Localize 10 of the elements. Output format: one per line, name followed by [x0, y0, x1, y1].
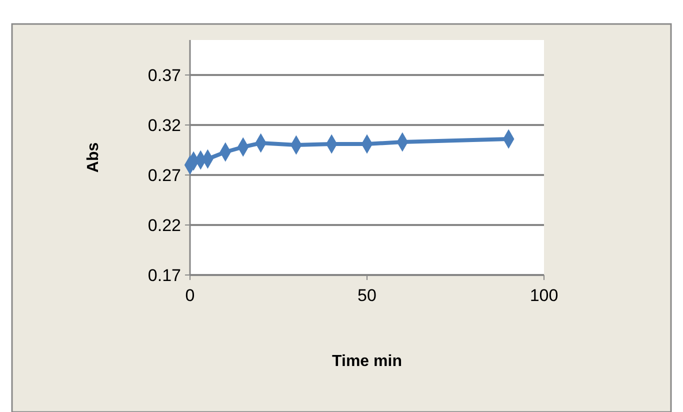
y-tick-label: 0.17 [148, 266, 181, 285]
x-tick-label: 0 [185, 286, 195, 305]
y-tick-label: 0.27 [148, 166, 181, 185]
x-tick-label: 50 [358, 286, 376, 305]
x-tick-label: 100 [530, 286, 558, 305]
x-axis-title: Time min [332, 353, 402, 370]
y-tick-label: 0.32 [148, 116, 181, 135]
y-tick-label: 0.22 [148, 216, 181, 235]
y-axis-title: Abs [85, 142, 102, 173]
y-tick-label: 0.37 [148, 66, 181, 85]
